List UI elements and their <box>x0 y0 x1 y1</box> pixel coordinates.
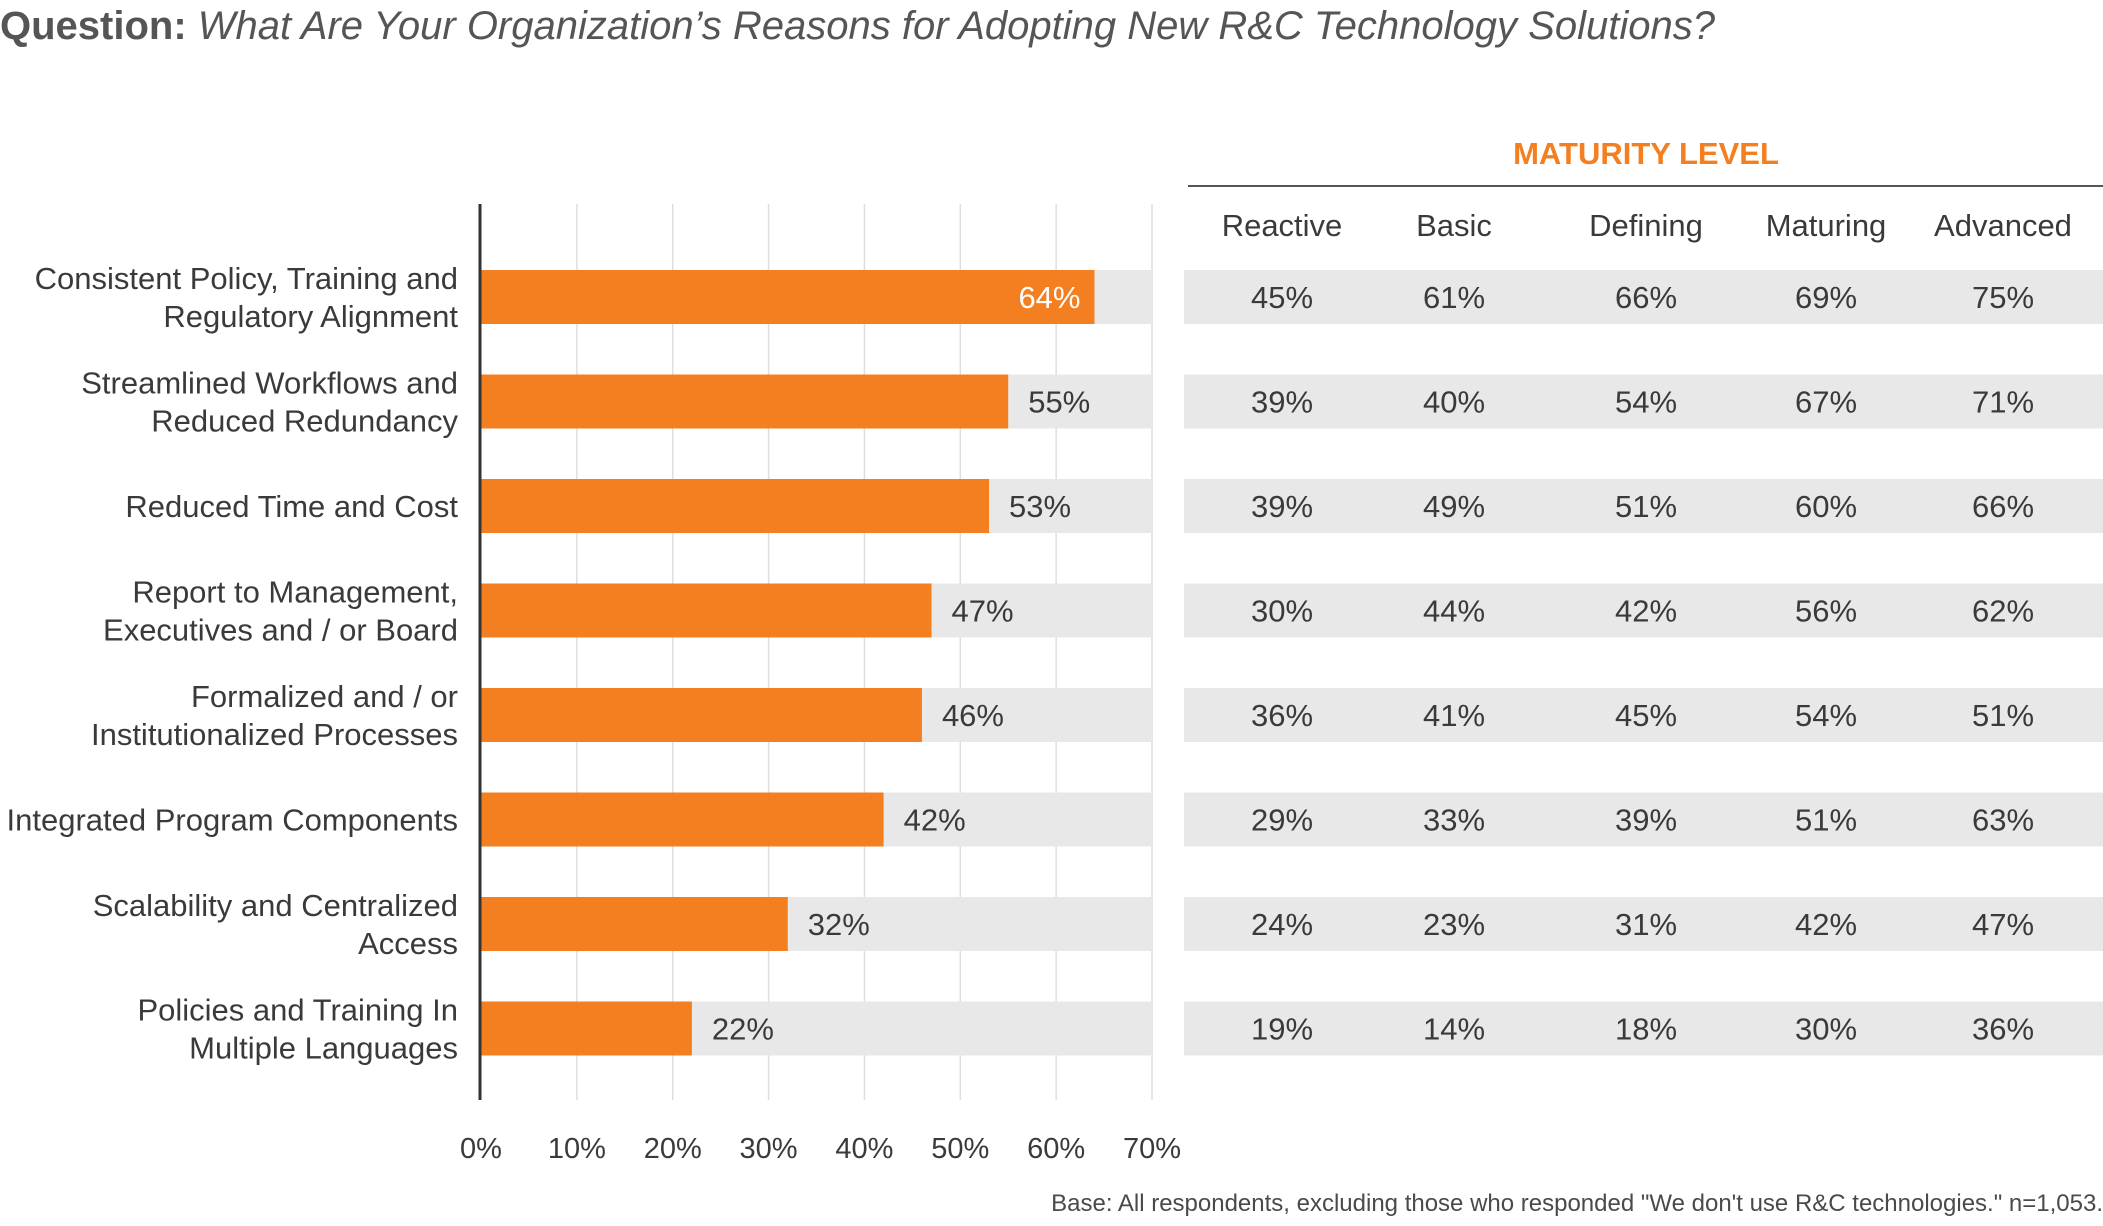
table-cell: 63% <box>1972 803 2034 838</box>
table-cell: 19% <box>1251 1012 1313 1047</box>
table-row-band <box>1184 897 2103 951</box>
bar <box>481 897 788 951</box>
table-cell: 56% <box>1795 594 1857 629</box>
table-cell: 75% <box>1972 280 2034 315</box>
table-cell: 31% <box>1615 907 1677 942</box>
table-cell: 39% <box>1251 489 1313 524</box>
bar-value-label: 32% <box>808 907 870 942</box>
question-text: What Are Your Organization’s Reasons for… <box>197 4 1715 48</box>
category-label: Reduced Redundancy <box>151 404 458 439</box>
category-label: Institutionalized Processes <box>91 717 458 752</box>
table-cell: 30% <box>1251 594 1313 629</box>
table-cell: 49% <box>1423 489 1485 524</box>
table-row-band <box>1184 583 2103 638</box>
table-cell: 69% <box>1795 280 1857 315</box>
table-cell: 66% <box>1615 280 1677 315</box>
table-cell: 24% <box>1251 907 1313 942</box>
table-cell: 36% <box>1972 1012 2034 1047</box>
table-cell: 60% <box>1795 489 1857 524</box>
table-cell: 51% <box>1795 803 1857 838</box>
category-label: Streamlined Workflows and <box>81 366 458 401</box>
table-cell: 66% <box>1972 489 2034 524</box>
table-cell: 45% <box>1615 698 1677 733</box>
table-cell: 71% <box>1972 385 2034 420</box>
table-cell: 18% <box>1615 1012 1677 1047</box>
table-column-header: Advanced <box>1934 208 2072 243</box>
table-cell: 39% <box>1251 385 1313 420</box>
bar <box>481 270 1095 324</box>
table-cell: 67% <box>1795 385 1857 420</box>
table-cell: 54% <box>1795 698 1857 733</box>
bar-value-label: 47% <box>952 594 1014 629</box>
table-row-band <box>1184 688 2103 742</box>
table-column-header: Defining <box>1589 208 1703 243</box>
category-label: Scalability and Centralized <box>93 888 458 923</box>
footnote: Base: All respondents, excluding those w… <box>1051 1190 2103 1217</box>
table-cell: 33% <box>1423 803 1485 838</box>
x-tick-label: 10% <box>548 1133 606 1165</box>
bar-value-label: 55% <box>1028 385 1090 420</box>
x-tick-label: 60% <box>1027 1133 1085 1165</box>
bar <box>481 688 922 742</box>
category-label: Multiple Languages <box>189 1031 458 1066</box>
category-label: Reduced Time and Cost <box>125 489 458 524</box>
table-cell: 40% <box>1423 385 1485 420</box>
category-label: Access <box>358 926 458 961</box>
bar-value-label: 42% <box>904 803 966 838</box>
table-cell: 30% <box>1795 1012 1857 1047</box>
table-cell: 51% <box>1615 489 1677 524</box>
table-row-band <box>1184 270 2103 324</box>
bar <box>481 792 884 847</box>
maturity-level-header: MATURITY LEVEL <box>1513 136 1779 171</box>
bar-value-label: 46% <box>942 698 1004 733</box>
category-label: Integrated Program Components <box>7 803 458 838</box>
category-label: Report to Management, <box>132 575 458 610</box>
table-cell: 51% <box>1972 698 2034 733</box>
table-column-header: Basic <box>1416 208 1492 243</box>
x-tick-label: 70% <box>1123 1133 1181 1165</box>
table-cell: 29% <box>1251 803 1313 838</box>
category-label: Regulatory Alignment <box>163 299 458 334</box>
table-row-band <box>1184 1001 2103 1056</box>
category-label: Executives and / or Board <box>103 613 458 648</box>
table-cell: 61% <box>1423 280 1485 315</box>
bar-value-label: 53% <box>1009 489 1071 524</box>
bar-value-label: 64% <box>1018 280 1080 315</box>
table-row-band <box>1184 374 2103 429</box>
table-column-header: Reactive <box>1222 208 1343 243</box>
bar <box>481 1001 692 1056</box>
bar-value-label: 22% <box>712 1012 774 1047</box>
question-label: Question: <box>0 4 187 48</box>
bar <box>481 374 1009 429</box>
table-row-band <box>1184 479 2103 533</box>
category-label: Policies and Training In <box>137 993 458 1028</box>
page-title: Question: What Are Your Organization’s R… <box>0 0 1715 52</box>
x-tick-label: 20% <box>644 1133 702 1165</box>
table-cell: 45% <box>1251 280 1313 315</box>
table-row-band <box>1184 792 2103 847</box>
table-cell: 42% <box>1615 594 1677 629</box>
x-tick-label: 0% <box>460 1133 502 1165</box>
table-cell: 44% <box>1423 594 1485 629</box>
table-cell: 36% <box>1251 698 1313 733</box>
table-cell: 47% <box>1972 907 2034 942</box>
x-tick-label: 40% <box>835 1133 893 1165</box>
table-cell: 39% <box>1615 803 1677 838</box>
bar <box>481 583 932 638</box>
table-cell: 42% <box>1795 907 1857 942</box>
category-label: Formalized and / or <box>191 679 458 714</box>
table-cell: 23% <box>1423 907 1485 942</box>
category-label: Consistent Policy, Training and <box>35 261 458 296</box>
table-cell: 14% <box>1423 1012 1485 1047</box>
table-column-header: Maturing <box>1766 208 1887 243</box>
x-tick-label: 30% <box>740 1133 798 1165</box>
x-tick-label: 50% <box>931 1133 989 1165</box>
table-cell: 62% <box>1972 594 2034 629</box>
bar <box>481 479 990 533</box>
table-cell: 41% <box>1423 698 1485 733</box>
table-cell: 54% <box>1615 385 1677 420</box>
